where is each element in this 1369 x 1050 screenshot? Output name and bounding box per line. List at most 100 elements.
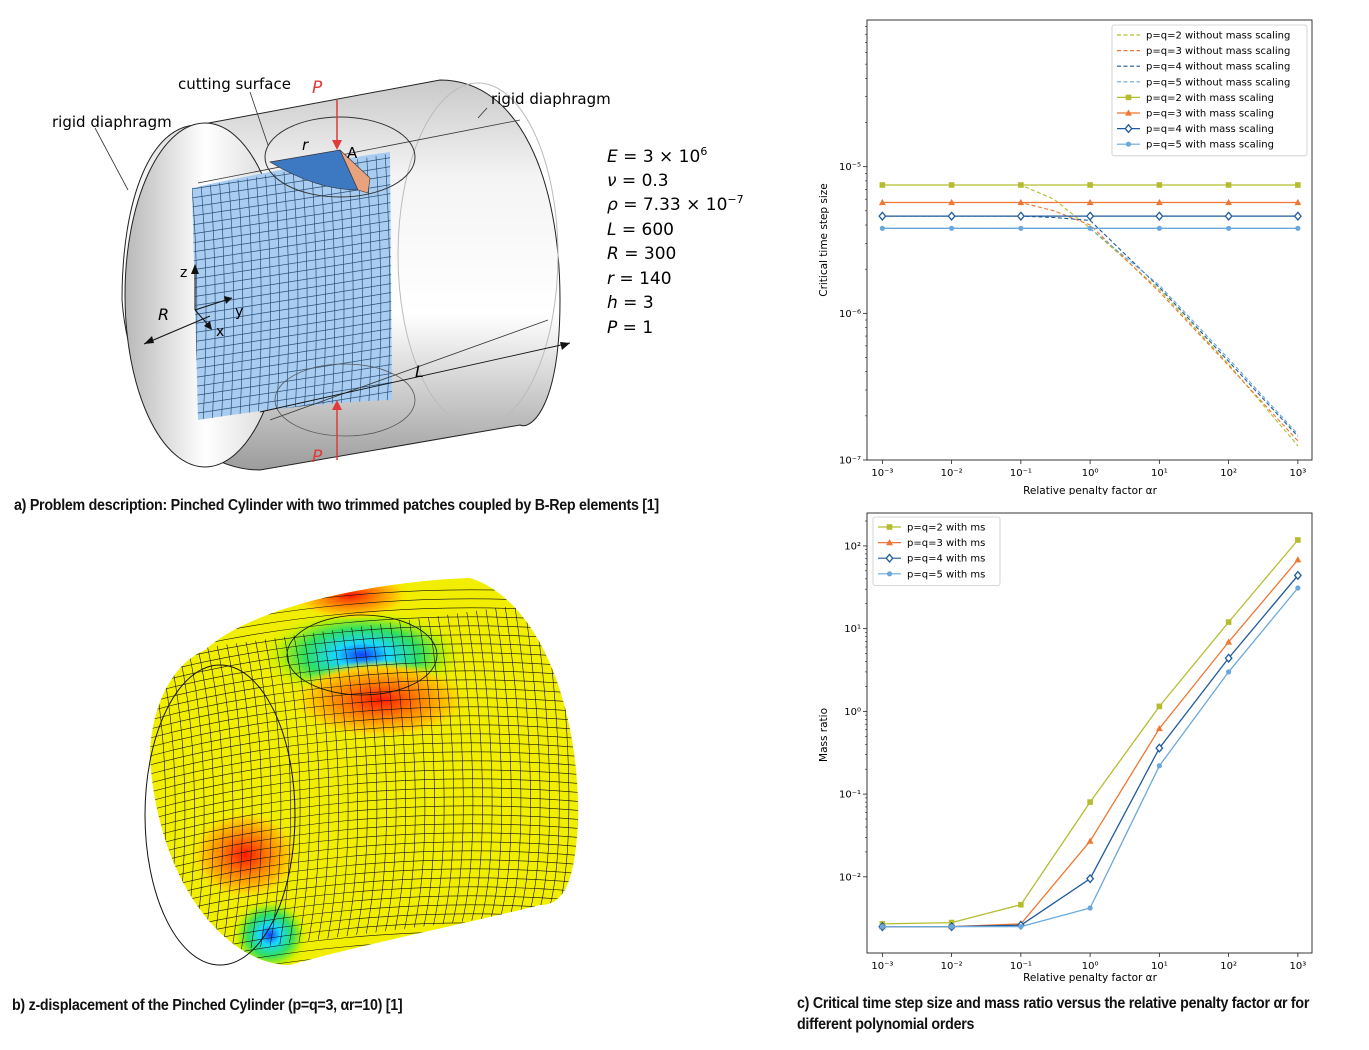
x-tick-label: 10¹ [1151, 961, 1168, 972]
data-point [1294, 198, 1302, 206]
param-l: L = 600 [607, 220, 674, 240]
data-point [1294, 556, 1302, 563]
legend-label: p=q=3 with ms [907, 538, 985, 549]
data-point [878, 211, 887, 221]
critical-time-step-chart: 10⁻³ 10⁻² 10⁻¹ 10⁰ 10¹ 10² 10³ 10⁻⁷ 10⁻⁶ 10⁻⁵ p=q… [818, 19, 1313, 495]
y-tick-label: 10⁻⁶ [839, 309, 861, 320]
caption-c-line2: different polynomial orders [797, 1016, 975, 1033]
small-radius-label: r [302, 136, 309, 154]
data-point [1018, 225, 1024, 231]
legend-label: p=q=2 with ms [907, 523, 985, 534]
data-point [879, 924, 885, 930]
parameter-list: E = 3 × 106 ν = 0.3 ρ = 7.33 × 10−7 L = … [607, 145, 744, 338]
pinched-cylinder-diagram: cutting surface rigid diaphragm rigid di… [52, 75, 744, 471]
data-point [1225, 182, 1232, 188]
data-point [1156, 182, 1163, 188]
data-point [879, 225, 885, 231]
legend-label: p=q=5 with ms [907, 569, 985, 580]
axis-x-label: x [216, 324, 224, 340]
data-point [948, 182, 955, 188]
mesh-patch [192, 152, 392, 420]
data-point [1016, 211, 1025, 221]
cutting-surface-label: cutting surface [178, 75, 291, 93]
param-big-r: R = 300 [607, 244, 676, 264]
data-point [879, 182, 886, 188]
legend-marker [1125, 141, 1132, 147]
param-h: h = 3 [607, 293, 654, 313]
load-top-label: P [312, 78, 323, 98]
rigid-diaphragm-right-label: rigid diaphragm [491, 90, 611, 108]
data-point [1295, 585, 1301, 591]
data-point [1156, 703, 1163, 710]
panel-a: cutting surface rigid diaphragm rigid di… [0, 0, 780, 514]
legend-label: p=q=4 without mass scaling [1146, 62, 1290, 73]
legend-marker [1124, 123, 1133, 134]
caption-b: b) z-displacement of the Pinched Cylinde… [12, 997, 403, 1014]
legend-marker [886, 524, 893, 530]
data-point [1156, 225, 1162, 231]
data-point [1225, 638, 1233, 645]
x-tick-label: 10² [1220, 961, 1237, 972]
data-point [1155, 743, 1164, 753]
y-tick-label: 10⁻¹ [839, 790, 861, 801]
legend-box [1111, 24, 1308, 157]
data-point [1293, 211, 1302, 221]
y-axis-label: Mass ratio [818, 708, 830, 762]
x-axis-label: Relative penalty factor αr [1023, 972, 1158, 984]
caption-c: c) Critical time step size and mass rati… [797, 995, 1309, 1034]
legend-marker [1125, 94, 1132, 101]
data-point [1224, 211, 1233, 221]
data-point [1086, 198, 1094, 206]
data-point [1225, 619, 1232, 625]
y-tick-label: 10⁰ [844, 707, 861, 718]
data-point [949, 924, 955, 930]
x-tick-label: 10⁻³ [871, 468, 893, 479]
param-e: E = 3 × 106 [607, 145, 707, 167]
data-point [1226, 225, 1232, 231]
x-tick-label: 10² [1220, 468, 1237, 479]
data-point [1295, 225, 1301, 231]
data-point [1155, 211, 1164, 221]
data-point [1295, 537, 1301, 543]
data-point [878, 198, 886, 206]
x-tick-label: 10⁰ [1082, 961, 1099, 972]
axis-z-label: z [180, 265, 187, 281]
data-point [1087, 182, 1093, 188]
x-tick-label: 10³ [1289, 961, 1306, 972]
y-tick-label: 10⁻⁷ [839, 456, 861, 467]
deformed-open-end [144, 664, 296, 966]
legend-label: p=q=2 without mass scaling [1146, 31, 1290, 42]
data-point [1224, 653, 1233, 663]
legend-marker [1125, 109, 1132, 116]
data-point [1018, 901, 1024, 908]
param-nu: ν = 0.3 [607, 171, 669, 191]
data-point [1086, 211, 1095, 221]
param-small-r: r = 140 [607, 269, 672, 289]
data-point [947, 211, 956, 221]
data-point [1087, 225, 1093, 231]
x-tick-label: 10³ [1289, 468, 1306, 479]
data-point [1156, 763, 1162, 769]
length-label: L [415, 362, 424, 381]
load-bottom-label: P [312, 447, 323, 467]
axis-y-label: y [235, 304, 243, 320]
data-point [949, 225, 955, 231]
point-a-label: A [347, 144, 358, 162]
y-axis-label: Critical time step size [818, 183, 830, 297]
panel-b: b) z-displacement of the Pinched Cylinde… [0, 560, 780, 1040]
caption-a: a) Problem description: Pinched Cylinder… [14, 497, 659, 514]
big-radius-label: R [158, 305, 169, 324]
cylinder-far-end [397, 82, 559, 428]
cutting-circle-b [286, 614, 438, 696]
legend-label: p=q=5 without mass scaling [1146, 77, 1290, 88]
legend-label: p=q=3 with mass scaling [1146, 109, 1274, 120]
data-point [1295, 182, 1301, 188]
x-tick-label: 10⁻² [941, 961, 963, 972]
z-displacement-plot [144, 578, 579, 966]
data-point [1226, 669, 1232, 675]
data-point [1017, 198, 1025, 206]
param-p: P = 1 [607, 318, 653, 338]
legend-label: p=q=2 with mass scaling [1146, 93, 1274, 104]
legend-marker [886, 539, 893, 546]
x-tick-label: 10⁻¹ [1010, 961, 1032, 972]
